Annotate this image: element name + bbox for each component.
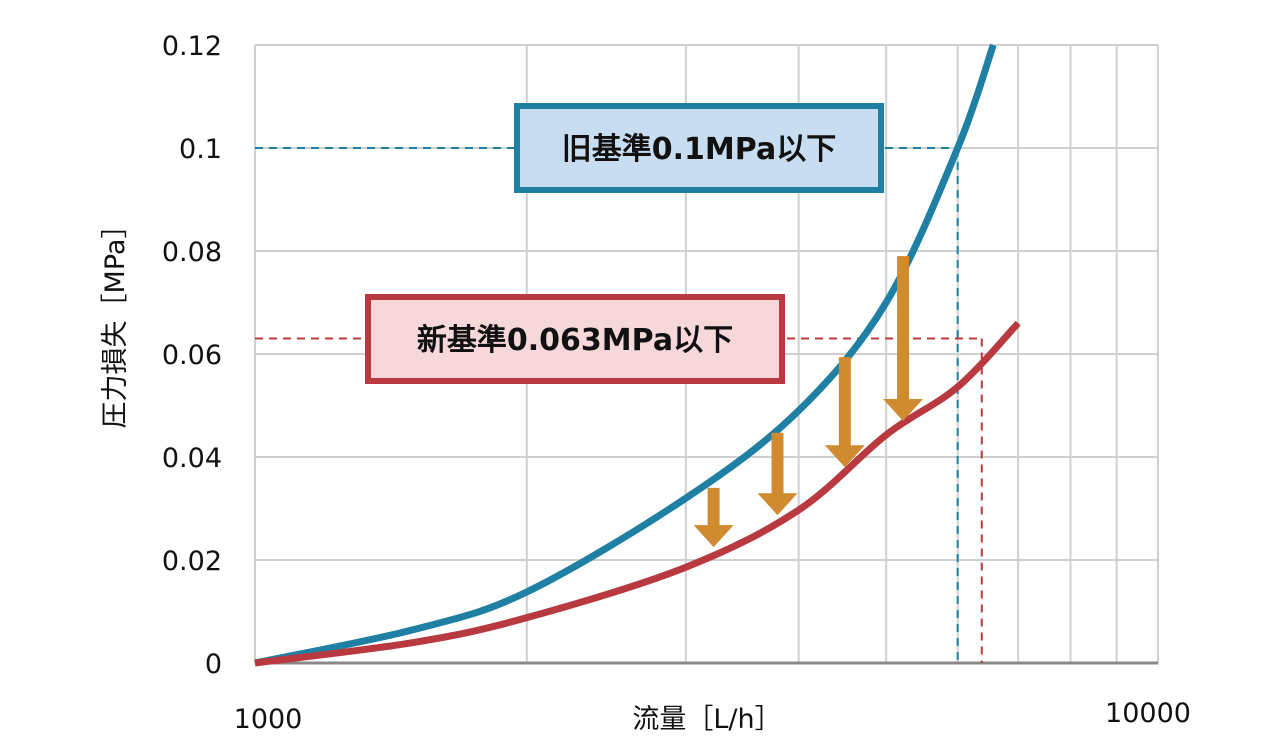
down-arrow xyxy=(883,256,924,421)
y-tick-label: 0 xyxy=(205,649,222,680)
new-standard-curve xyxy=(254,320,1021,667)
down-arrow xyxy=(757,432,798,516)
reduction-arrows xyxy=(693,256,924,548)
down-arrow xyxy=(824,357,865,468)
reference-lines xyxy=(255,147,983,663)
old-standard-box: 旧基準0.1MPa以下 xyxy=(514,103,884,193)
y-tick-label: 0.12 xyxy=(162,31,222,62)
y-axis-label: 圧力損失［MPa］ xyxy=(100,212,131,429)
y-tick-label: 0.1 xyxy=(179,134,222,165)
y-tick-label: 0.06 xyxy=(162,340,222,371)
y-tick-labels: 0 0.02 0.04 0.06 0.08 0.1 0.12 xyxy=(162,31,222,680)
x-axis-label: 流量［L/h］ xyxy=(632,704,781,735)
x-tick-label-10000: 10000 xyxy=(1105,698,1191,729)
new-standard-box: 新基準0.063MPa以下 xyxy=(365,294,785,384)
old-standard-curve xyxy=(254,43,997,667)
y-tick-label: 0.02 xyxy=(162,546,222,577)
y-tick-label: 0.04 xyxy=(162,443,222,474)
down-arrow xyxy=(693,487,734,548)
new-standard-label: 新基準0.063MPa以下 xyxy=(417,323,733,358)
series xyxy=(254,43,1021,667)
y-tick-label: 0.08 xyxy=(162,237,222,268)
old-standard-label: 旧基準0.1MPa以下 xyxy=(562,132,836,167)
x-tick-label-1000: 1000 xyxy=(234,704,303,735)
